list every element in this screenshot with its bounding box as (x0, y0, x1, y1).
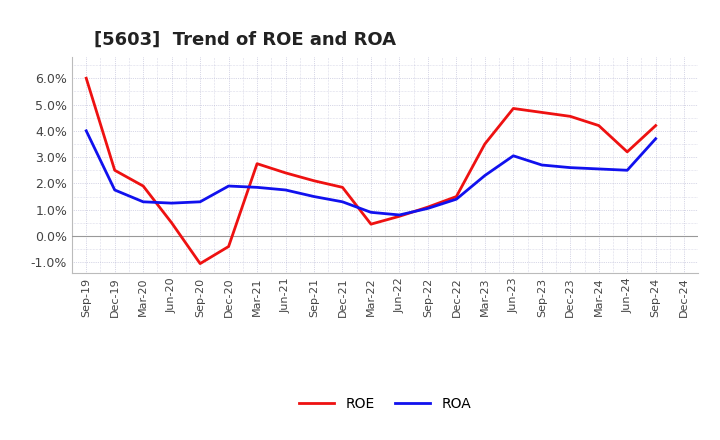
ROE (253, 161, 261, 166)
ROA (595, 166, 603, 172)
ROE (282, 170, 290, 176)
ROA (652, 136, 660, 141)
ROE (623, 149, 631, 154)
ROA (167, 201, 176, 206)
ROA (623, 168, 631, 173)
ROA (452, 197, 461, 202)
ROE (595, 123, 603, 128)
ROA (480, 173, 489, 178)
ROA (509, 153, 518, 158)
ROA (196, 199, 204, 205)
ROA (366, 210, 375, 215)
ROE (566, 114, 575, 119)
ROE (395, 214, 404, 219)
Text: [5603]  Trend of ROE and ROA: [5603] Trend of ROE and ROA (94, 31, 395, 49)
ROA (253, 185, 261, 190)
ROA (566, 165, 575, 170)
Legend: ROE, ROA: ROE, ROA (294, 392, 477, 417)
ROA (225, 183, 233, 189)
ROE (225, 244, 233, 249)
ROE (452, 194, 461, 199)
ROE (139, 183, 148, 189)
ROE (652, 123, 660, 128)
ROA (139, 199, 148, 205)
ROE (509, 106, 518, 111)
ROE (310, 178, 318, 183)
ROE (366, 221, 375, 227)
ROE (423, 205, 432, 210)
ROA (82, 128, 91, 133)
ROA (282, 187, 290, 193)
ROE (82, 76, 91, 81)
ROE (338, 185, 347, 190)
ROA (110, 187, 119, 193)
ROA (338, 199, 347, 205)
Line: ROA: ROA (86, 131, 656, 215)
ROE (196, 261, 204, 266)
ROA (310, 194, 318, 199)
ROE (480, 141, 489, 147)
ROA (395, 213, 404, 218)
ROE (110, 168, 119, 173)
ROE (537, 110, 546, 115)
ROE (167, 220, 176, 225)
ROA (537, 162, 546, 168)
ROA (423, 206, 432, 211)
Line: ROE: ROE (86, 78, 656, 264)
